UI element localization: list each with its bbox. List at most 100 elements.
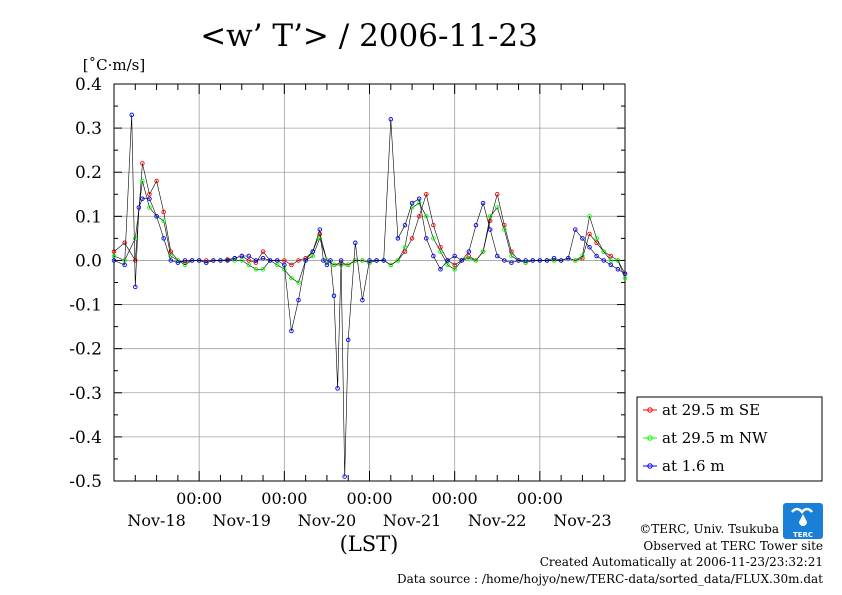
wave-icon	[791, 507, 813, 514]
data-point	[133, 284, 138, 290]
x-date-label: Nov-19	[213, 511, 271, 530]
observed-text: Observed at TERC Tower site	[643, 539, 823, 553]
x-time-label: 00:00	[261, 489, 307, 508]
data-point	[615, 267, 621, 272]
data-point	[122, 240, 127, 246]
data-point	[594, 236, 599, 241]
data-point	[502, 258, 507, 263]
x-date-label: Nov-20	[298, 511, 356, 530]
copyright-text: ©TERC, Univ. Tsukuba	[639, 522, 779, 536]
data-point	[175, 260, 181, 265]
data-point	[211, 258, 216, 263]
x-time-label: 00:00	[432, 489, 478, 508]
data-point	[289, 328, 294, 334]
data-point	[218, 258, 223, 263]
data-point	[459, 258, 465, 263]
data-point	[335, 386, 340, 391]
data-point	[495, 192, 500, 197]
data-point	[182, 260, 188, 265]
data-point	[516, 258, 521, 263]
data-point	[246, 253, 252, 259]
data-point	[381, 258, 386, 263]
data-point	[402, 222, 408, 228]
data-point	[367, 258, 372, 263]
data-point	[296, 297, 301, 303]
data-point	[487, 214, 493, 219]
y-tick-label: 0.3	[75, 119, 102, 139]
legend: at 29.5 m SE at 29.5 m NW at 1.6 m	[636, 396, 823, 482]
data-point	[225, 258, 230, 263]
data-point	[253, 258, 259, 263]
series-line	[113, 114, 626, 477]
data-point	[416, 214, 422, 219]
data-point	[509, 260, 514, 265]
data-point	[622, 271, 628, 276]
data-point	[537, 258, 543, 263]
data-point	[154, 178, 159, 184]
data-point	[580, 236, 585, 241]
data-point	[111, 253, 117, 259]
legend-swatch-marker	[647, 407, 653, 413]
data-point	[345, 337, 351, 343]
data-point	[409, 200, 415, 206]
data-point	[480, 200, 486, 206]
data-point	[466, 253, 472, 259]
data-point	[587, 214, 592, 219]
data-point	[296, 258, 301, 263]
data-point	[615, 258, 621, 263]
y-axis-label: [˚C·m/s]	[83, 56, 145, 74]
legend-label: at 1.6 m	[662, 457, 725, 475]
legend-swatch-marker	[647, 435, 653, 441]
series-2	[111, 112, 628, 479]
data-point	[111, 249, 117, 254]
data-point	[473, 258, 479, 263]
data-point	[140, 161, 145, 166]
data-point	[317, 227, 323, 232]
data-point	[509, 253, 514, 259]
x-time-label: 00:00	[176, 489, 222, 508]
data-point	[424, 236, 429, 241]
data-point	[232, 258, 237, 263]
data-point	[168, 249, 174, 254]
data-point	[452, 262, 457, 268]
data-point	[353, 240, 358, 246]
data-point	[601, 258, 606, 263]
data-point	[409, 236, 415, 241]
y-tick-labels: 0.4 0.3 0.2 0.1 0.0 -0.1 -0.2 -0.3 -0.4 -0.5	[69, 75, 102, 492]
data-point	[438, 249, 443, 254]
data-point	[587, 231, 592, 237]
data-point	[260, 249, 266, 254]
data-point	[196, 258, 202, 263]
chart-title: <w’ T’> / 2006-11-23	[200, 18, 538, 54]
data-point	[360, 297, 365, 303]
y-tick-label: -0.4	[69, 428, 102, 448]
data-point	[424, 192, 429, 197]
data-point	[523, 258, 528, 263]
y-tick-label: 0.4	[75, 75, 102, 95]
data-point	[232, 255, 237, 261]
data-point	[360, 258, 365, 263]
data-point	[374, 258, 379, 263]
data-point	[133, 236, 138, 241]
droplet-icon	[799, 514, 807, 526]
data-point	[424, 214, 429, 219]
data-point	[331, 293, 337, 298]
data-point	[161, 236, 166, 241]
terc-logo: TERC	[783, 503, 823, 539]
data-point	[388, 117, 394, 122]
data-point	[395, 236, 401, 241]
data-point	[111, 258, 117, 263]
data-point	[587, 244, 592, 250]
data-point	[608, 253, 614, 259]
data-point	[282, 262, 287, 268]
x-date-label: Nov-21	[383, 511, 441, 530]
data-point	[129, 112, 134, 118]
data-point	[438, 244, 443, 250]
data-point	[445, 262, 450, 268]
data-point	[487, 218, 493, 223]
x-axis-label: (LST)	[340, 532, 399, 556]
data-point	[431, 253, 436, 259]
data-point	[317, 236, 323, 241]
data-point	[353, 258, 358, 263]
